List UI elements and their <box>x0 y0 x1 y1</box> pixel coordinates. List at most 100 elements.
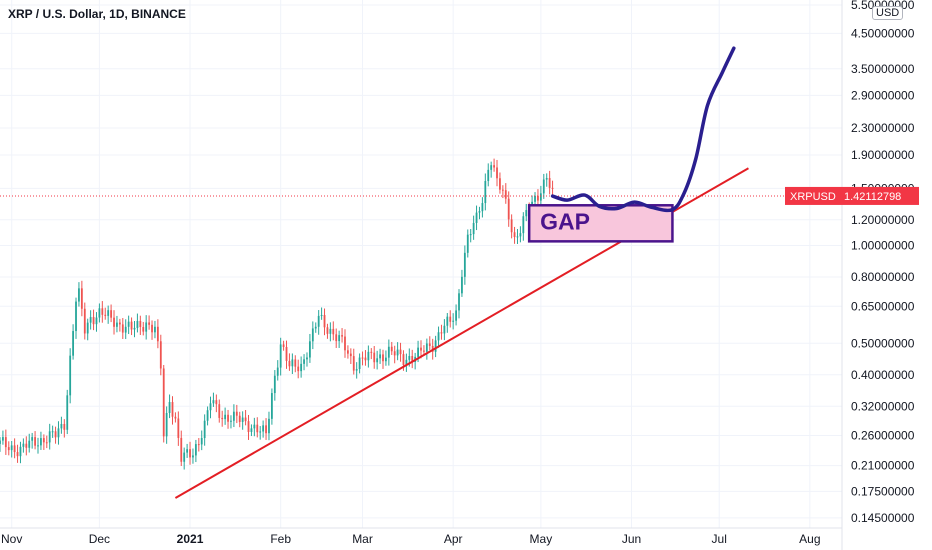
candle <box>121 324 124 333</box>
candle <box>539 193 542 201</box>
candle <box>463 252 466 277</box>
candle <box>347 350 349 354</box>
candle <box>63 423 66 430</box>
candle <box>37 445 39 447</box>
candle <box>270 393 273 419</box>
chart-title: XRP / U.S. Dollar, 1D, BINANCE <box>8 7 186 21</box>
candle <box>262 425 265 432</box>
candle <box>168 402 171 413</box>
candle <box>48 431 51 443</box>
candle <box>253 424 256 429</box>
candle <box>551 187 554 189</box>
candle <box>250 428 253 432</box>
candle <box>300 363 303 372</box>
candle <box>45 442 48 444</box>
x-tick-label: Jun <box>622 532 641 546</box>
candle <box>22 443 25 447</box>
candle <box>194 444 197 456</box>
candle <box>268 418 270 434</box>
candle <box>13 445 16 453</box>
candle <box>51 431 54 433</box>
candle <box>478 211 481 213</box>
candle <box>361 357 364 359</box>
candle <box>501 189 504 191</box>
candle <box>522 216 525 234</box>
y-tick-label: 0.32000000 <box>851 399 915 413</box>
y-tick-label: 0.80000000 <box>851 270 915 284</box>
candle <box>279 344 282 368</box>
y-tick-label: 0.14500000 <box>851 511 915 525</box>
candle <box>542 179 545 194</box>
y-tick-label: 3.50000000 <box>851 62 915 76</box>
candle <box>373 352 376 363</box>
candle <box>428 343 431 346</box>
candle <box>393 351 396 356</box>
candle <box>0 440 1 444</box>
candle <box>154 326 156 333</box>
candle <box>151 324 153 333</box>
candle <box>504 190 507 199</box>
candle <box>411 356 414 362</box>
candle <box>42 438 45 443</box>
candle <box>136 320 139 328</box>
candle <box>329 328 332 334</box>
y-tick-label: 0.40000000 <box>851 368 915 382</box>
currency-button[interactable]: USD <box>872 6 904 20</box>
candle <box>113 317 115 327</box>
candle <box>118 322 121 325</box>
candle <box>320 315 323 317</box>
candle <box>40 438 42 446</box>
candle <box>285 346 288 361</box>
candle <box>496 167 498 179</box>
candle <box>2 437 4 441</box>
candle <box>19 446 22 457</box>
candle <box>382 354 384 362</box>
candle <box>156 326 159 342</box>
candle <box>209 403 212 411</box>
y-tick-label: 0.26000000 <box>851 429 915 443</box>
candle <box>396 349 399 356</box>
candle <box>449 316 452 322</box>
candle <box>241 417 244 422</box>
candle <box>104 314 107 316</box>
candle <box>338 335 341 342</box>
y-tick-label: 2.90000000 <box>851 88 915 102</box>
candle <box>402 354 405 365</box>
candle <box>57 428 60 438</box>
candle <box>139 320 142 328</box>
y-tick-label: 0.50000000 <box>851 336 915 350</box>
candle <box>162 368 165 437</box>
candle <box>83 308 86 334</box>
candle <box>232 411 235 421</box>
candle <box>455 310 457 321</box>
x-tick-label: Nov <box>1 532 22 546</box>
candle <box>92 317 95 325</box>
candle <box>80 288 83 309</box>
candle <box>490 165 493 170</box>
candle <box>186 449 189 453</box>
gap-box <box>527 204 674 243</box>
candle <box>364 357 367 361</box>
candle <box>276 367 279 376</box>
candle <box>417 347 419 357</box>
y-tick-label: 0.65000000 <box>851 299 915 313</box>
y-tick-label: 0.21000000 <box>851 459 915 473</box>
candle <box>355 369 358 371</box>
candle <box>142 327 145 332</box>
candle <box>288 360 291 367</box>
candle <box>89 317 92 323</box>
x-tick-label: Apr <box>444 532 463 546</box>
candle <box>54 431 57 438</box>
candle <box>174 416 177 419</box>
candle <box>60 423 63 429</box>
candle <box>472 222 475 235</box>
candle <box>326 327 329 334</box>
y-tick-label: 1.00000000 <box>851 239 915 253</box>
candle <box>314 326 317 329</box>
candle <box>183 452 186 462</box>
candle <box>408 356 411 360</box>
candle <box>323 315 326 328</box>
x-tick-label: 2021 <box>177 532 204 546</box>
